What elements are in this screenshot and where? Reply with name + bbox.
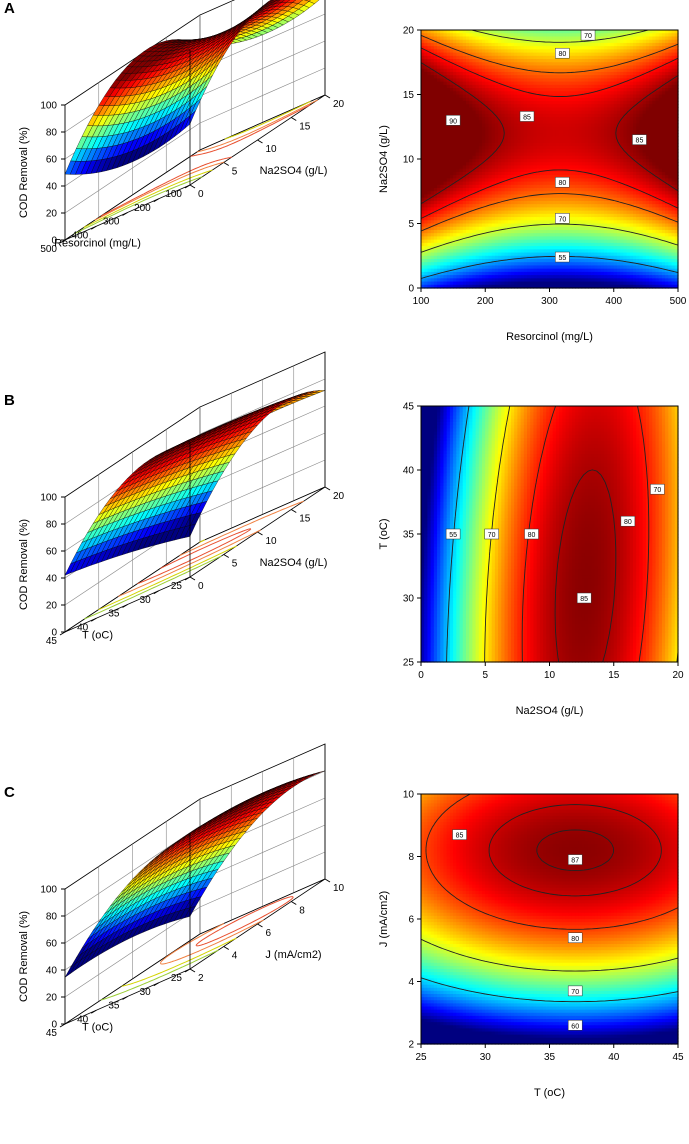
y-tick xyxy=(224,163,229,166)
y-tick-label: 15 xyxy=(299,122,311,133)
y-tick xyxy=(325,95,330,98)
z-tick-label: 80 xyxy=(46,128,58,139)
y-tick xyxy=(190,185,195,188)
x-axis-label: Resorcinol (mg/L) xyxy=(54,238,141,250)
y-axis-label: Na2SO4 (g/L) xyxy=(260,165,328,177)
y-tick-label: 10 xyxy=(266,144,278,155)
y-tick xyxy=(258,140,263,143)
y-tick-label: 20 xyxy=(333,99,345,110)
x-tick-label: 300 xyxy=(103,217,120,228)
y-tick xyxy=(291,118,296,121)
z-tick-label: 40 xyxy=(46,182,58,193)
z-axis-label: COD Removal (%) xyxy=(18,127,30,218)
z-tick-label: 20 xyxy=(46,209,58,220)
x-tick-label: 100 xyxy=(165,189,182,200)
z-tick-label: 100 xyxy=(40,101,57,112)
x-tick-label: 200 xyxy=(134,203,151,214)
y-tick-label: 0 xyxy=(198,189,204,200)
contour-heatmap xyxy=(421,30,679,289)
y-tick-label: 5 xyxy=(232,167,238,178)
z-tick-label: 60 xyxy=(46,155,58,166)
